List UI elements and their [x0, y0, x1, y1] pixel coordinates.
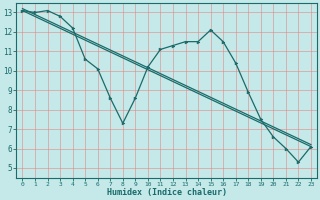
X-axis label: Humidex (Indice chaleur): Humidex (Indice chaleur)	[107, 188, 227, 197]
